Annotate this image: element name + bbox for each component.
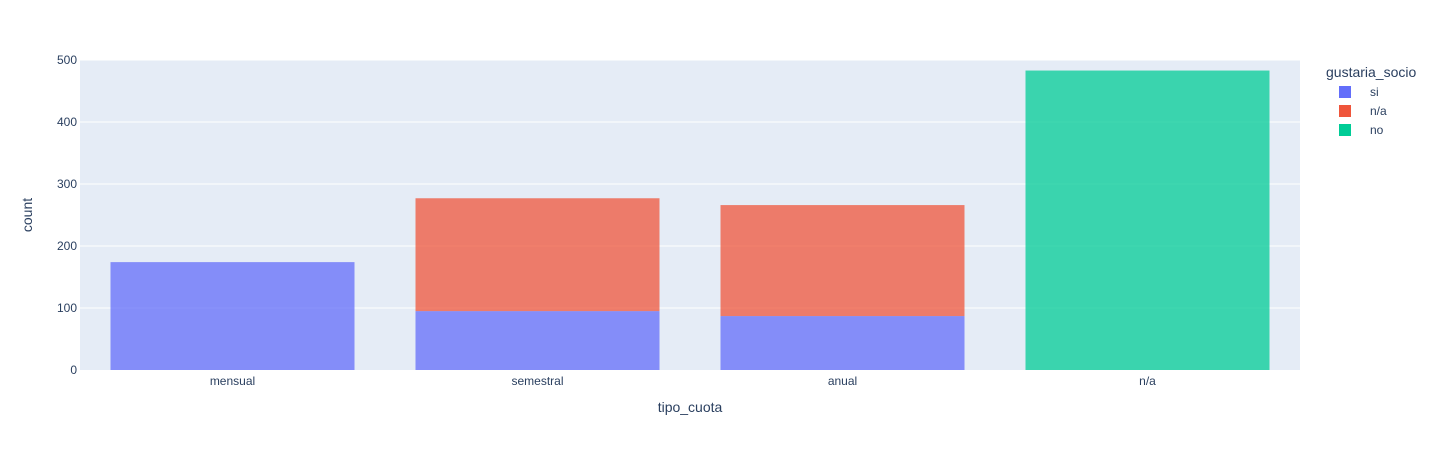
x-axis-title: tipo_cuota (658, 399, 723, 415)
y-tick-label: 400 (57, 115, 77, 129)
bar-si-semestral[interactable] (415, 311, 660, 370)
legend-title: gustaria_socio (1326, 64, 1416, 80)
x-tick-label: n/a (1139, 374, 1156, 388)
bar-si-anual[interactable] (720, 316, 965, 370)
legend-label[interactable]: n/a (1370, 104, 1387, 118)
y-tick-label: 500 (57, 53, 77, 67)
y-tick-label: 0 (70, 363, 77, 377)
bar-na-anual[interactable] (720, 205, 965, 317)
y-tick-label: 100 (57, 301, 77, 315)
x-tick-label: anual (828, 374, 857, 388)
x-axis-ticks: mensual semestral anual n/a (210, 374, 1156, 388)
legend-swatch-no[interactable] (1339, 124, 1351, 136)
legend-swatch-na[interactable] (1339, 105, 1351, 117)
y-axis-title: count (19, 198, 35, 232)
bars (110, 70, 1270, 370)
bar-na-semestral[interactable] (415, 198, 660, 312)
legend: gustaria_socio si n/a no (1326, 64, 1416, 137)
y-axis-ticks: 0 100 200 300 400 500 (57, 53, 77, 377)
bar-no-na[interactable] (1025, 70, 1270, 370)
x-tick-label: mensual (210, 374, 255, 388)
bar-si-mensual[interactable] (110, 262, 355, 370)
x-tick-label: semestral (511, 374, 563, 388)
legend-items: si n/a no (1339, 85, 1387, 137)
y-tick-label: 300 (57, 177, 77, 191)
legend-label[interactable]: no (1370, 123, 1384, 137)
legend-swatch-si[interactable] (1339, 86, 1351, 98)
y-tick-label: 200 (57, 239, 77, 253)
legend-label[interactable]: si (1370, 85, 1379, 99)
